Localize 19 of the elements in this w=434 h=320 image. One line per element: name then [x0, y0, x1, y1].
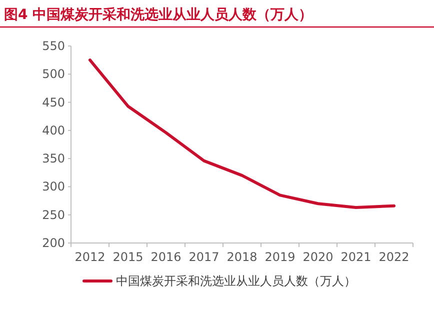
x-tick-label: 2016	[150, 250, 182, 264]
x-tick-label: 2019	[264, 250, 296, 264]
y-tick-label: 300	[42, 180, 65, 194]
x-tick-label: 2015	[112, 250, 144, 264]
y-tick-label: 250	[42, 208, 65, 222]
chart-title: 图4 中国煤炭开采和洗选业从业人员人数（万人）	[4, 7, 313, 23]
y-tick-label: 200	[42, 236, 65, 250]
y-tick-label: 500	[42, 67, 65, 82]
x-tick-label: 2021	[340, 250, 372, 264]
x-tick-label: 2017	[188, 250, 220, 264]
x-tick-label: 2018	[226, 250, 258, 264]
x-tick-label: 2020	[302, 250, 334, 264]
x-tick-label: 2012	[74, 250, 106, 264]
y-tick-label: 550	[42, 39, 65, 53]
y-tick-label: 350	[42, 152, 65, 166]
legend: 中国煤炭开采和洗选业从业人员人数（万人）	[82, 274, 356, 288]
y-tick-label: 450	[42, 95, 65, 110]
x-tick-label: 2022	[378, 250, 410, 264]
y-tick-label: 400	[42, 123, 65, 138]
